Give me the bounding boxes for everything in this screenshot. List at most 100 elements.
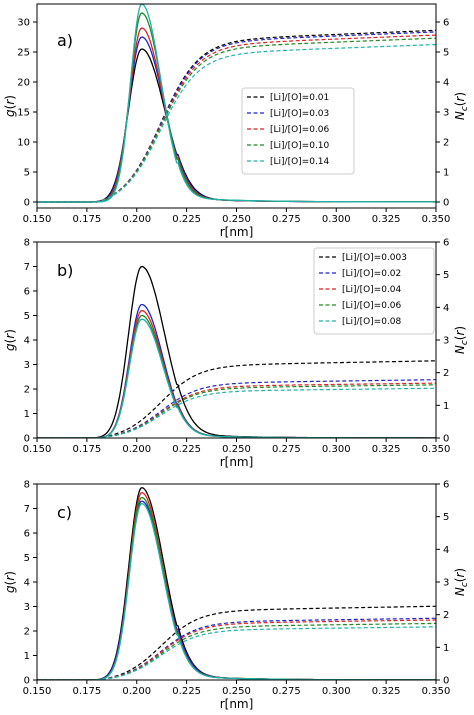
legend-entry: [Li]/[O]=0.08 [342, 317, 402, 327]
y-tick-label: 30 [17, 18, 30, 29]
panel-label: b) [57, 261, 73, 280]
x-tick-label: 0.325 [372, 444, 401, 455]
y-tick-label: 5 [24, 311, 30, 322]
y-tick-label: 8 [24, 480, 30, 491]
y-axis-label: g(r) [3, 95, 17, 117]
chart-panel-2: 0.150 0.175 0.200 0.225 0.250 0.275 0.300 0.325… [3, 238, 470, 470]
y-tick-label: 1 [24, 409, 30, 420]
g-curve-series-3 [37, 27, 436, 203]
y-tick-label: 4 [24, 336, 30, 347]
x-tick-label: 0.325 [372, 686, 401, 697]
g-curve-series-2 [37, 36, 436, 203]
nc-curve-series-4 [37, 384, 436, 438]
x-tick-label: 0.150 [23, 686, 52, 697]
x-tick-label: 0.350 [422, 444, 451, 455]
y2-tick-label: 1 [443, 643, 449, 654]
y2-tick-label: 0 [443, 676, 449, 687]
y-tick-label: 4 [24, 578, 30, 589]
panel-label: a) [57, 31, 73, 50]
y2-tick-label: 2 [443, 138, 449, 149]
y2-tick-label: 3 [443, 578, 449, 589]
y-tick-label: 0 [24, 676, 30, 687]
x-tick-label: 0.250 [222, 444, 251, 455]
nc-curve-series-4 [37, 622, 436, 680]
x-axis-label: r[nm] [220, 697, 254, 711]
x-tick-label: 0.225 [172, 444, 201, 455]
legend-entry: [Li]/[O]=0.003 [342, 253, 407, 263]
chart-panel-3: 0.150 0.175 0.200 0.225 0.250 0.275 0.300 0.325… [3, 480, 470, 712]
y2-tick-label: 2 [443, 610, 449, 621]
plot-frame [36, 241, 437, 439]
x-tick-label: 0.175 [73, 214, 102, 225]
y-tick-label: 10 [17, 138, 30, 149]
x-tick-label: 0.200 [122, 686, 151, 697]
y-tick-label: 3 [24, 602, 30, 613]
nc-curve-series-5 [37, 43, 436, 203]
y-tick-label: 6 [24, 529, 30, 540]
legend-entry: [Li]/[O]=0.14 [270, 157, 330, 167]
y-tick-label: 7 [24, 262, 30, 273]
y2-tick-label: 3 [443, 336, 449, 347]
g-curve-series-5 [37, 502, 436, 680]
g-curve-series-2 [37, 500, 436, 680]
x-tick-label: 0.150 [23, 444, 52, 455]
y2-tick-label: 4 [443, 303, 449, 314]
x-axis-label: r[nm] [220, 225, 254, 239]
y2-tick-label: 1 [443, 401, 449, 412]
x-tick-label: 0.250 [222, 686, 251, 697]
panel-label: c) [57, 503, 72, 522]
nc-curve-series-5 [37, 626, 436, 680]
legend-box [241, 87, 355, 175]
x-tick-label: 0.275 [272, 444, 301, 455]
g-curve-series-5 [37, 318, 436, 438]
y2-axis-label: Nc(r) [453, 92, 470, 120]
plot-frame [36, 3, 437, 209]
y-tick-label: 2 [24, 385, 30, 396]
x-tick-label: 0.275 [272, 686, 301, 697]
x-tick-label: 0.300 [322, 686, 351, 697]
x-tick-label: 0.150 [23, 214, 52, 225]
legend-box [313, 247, 435, 335]
y-axis-label: g(r) [3, 571, 17, 593]
y-tick-label: 6 [24, 287, 30, 298]
y-tick-label: 25 [17, 48, 30, 59]
x-axis-label: r[nm] [220, 455, 254, 469]
g-curve-series-1 [37, 486, 436, 680]
nc-curve-series-3 [37, 619, 436, 680]
x-tick-label: 0.300 [322, 214, 351, 225]
y2-tick-label: 0 [443, 434, 449, 445]
x-tick-label: 0.325 [372, 214, 401, 225]
plot-area [37, 4, 436, 203]
y-tick-label: 3 [24, 360, 30, 371]
y2-tick-label: 2 [443, 368, 449, 379]
legend: [Li]/[O]=0.003 [Li]/[O]=0.02 [Li]/[O]=0.04… [313, 247, 435, 335]
y2-tick-label: 4 [443, 78, 449, 89]
legend-entry: [Li]/[O]=0.06 [342, 301, 402, 311]
legend: [Li]/[O]=0.01 [Li]/[O]=0.03 [Li]/[O]=0.06 [… [241, 87, 355, 175]
g-curve-series-4 [37, 496, 436, 680]
x-tick-label: 0.300 [322, 444, 351, 455]
y-tick-label: 5 [24, 553, 30, 564]
y2-axis-label: Nc(r) [453, 326, 470, 354]
legend-entry: [Li]/[O]=0.06 [270, 125, 330, 135]
y-tick-label: 7 [24, 504, 30, 515]
x-tick-label: 0.175 [73, 686, 102, 697]
legend-entry: [Li]/[O]=0.03 [270, 109, 329, 119]
nc-curve-series-1 [37, 605, 436, 680]
nc-curve-series-4 [37, 37, 436, 203]
y-tick-label: 15 [17, 108, 30, 119]
y-tick-label: 5 [24, 168, 30, 179]
plot-area [37, 486, 436, 680]
x-tick-label: 0.225 [172, 214, 201, 225]
y-tick-label: 1 [24, 651, 30, 662]
y2-tick-label: 5 [443, 270, 449, 281]
y-tick-label: 2 [24, 627, 30, 638]
x-tick-label: 0.250 [222, 214, 251, 225]
plot-frame [36, 483, 437, 681]
x-tick-label: 0.350 [422, 686, 451, 697]
x-tick-label: 0.175 [73, 444, 102, 455]
x-tick-label: 0.275 [272, 214, 301, 225]
legend-entry: [Li]/[O]=0.01 [270, 93, 329, 103]
legend-entry: [Li]/[O]=0.10 [270, 141, 330, 151]
